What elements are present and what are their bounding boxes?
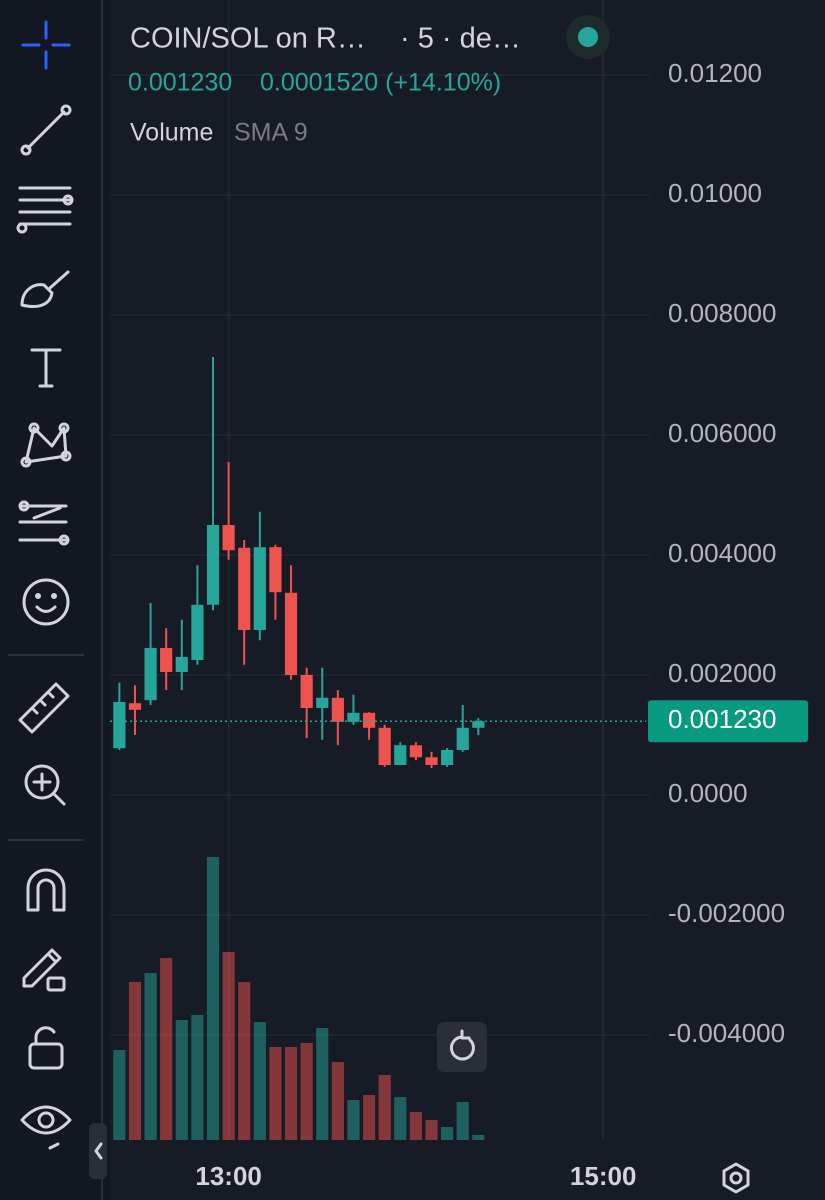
volume-bar	[331, 1062, 344, 1140]
magnet-tool[interactable]	[26, 868, 66, 912]
volume-bar	[253, 1022, 266, 1140]
settings-icon	[729, 1171, 743, 1185]
candle-body	[394, 745, 407, 765]
volume-bar	[113, 1050, 126, 1140]
candle-body	[253, 547, 266, 630]
candle-body	[128, 703, 142, 710]
y-tick-label: 0.008000	[668, 298, 776, 328]
drawing-toolbar	[8, 20, 84, 1150]
emoji-tool[interactable]	[22, 578, 70, 626]
interval[interactable]: · 5 · de…	[400, 23, 521, 55]
last-price-label: 0.001230	[668, 704, 776, 734]
volume-bar	[144, 973, 157, 1140]
volume-bar	[238, 982, 251, 1140]
text-tool[interactable]	[30, 348, 62, 388]
ruler-tool[interactable]	[18, 682, 70, 734]
candle-body	[113, 702, 126, 749]
candle-body	[472, 721, 485, 728]
y-tick-label: -0.004000	[668, 1018, 785, 1048]
y-tick-label: 0.006000	[668, 418, 776, 448]
volume-bar	[284, 1047, 298, 1140]
y-tick-label: 0.01000	[668, 178, 762, 208]
x-tick-label: 15:00	[570, 1161, 637, 1191]
candle-body	[238, 547, 251, 630]
y-tick-label: -0.002000	[668, 898, 785, 928]
y-tick-label: 0.01200	[668, 58, 762, 88]
volume-bar	[269, 1047, 282, 1140]
candle-body	[441, 750, 454, 765]
volume-bar	[378, 1075, 391, 1140]
volume-bar	[425, 1120, 438, 1140]
candle-body	[144, 648, 157, 701]
volume-bar	[472, 1135, 485, 1140]
toolbar-toggle-icon	[94, 1142, 103, 1160]
candle-body	[409, 745, 422, 758]
zoom-tool[interactable]	[24, 764, 66, 806]
trend-line-tool[interactable]	[20, 104, 72, 156]
volume-bar	[394, 1097, 407, 1140]
volume-study[interactable]: SMA 9	[234, 119, 308, 147]
x-tick-label: 13:00	[195, 1161, 262, 1191]
y-tick-label: 0.004000	[668, 538, 776, 568]
legend-change: 0.0001520 (+14.10%)	[260, 69, 501, 97]
volume-bar	[441, 1127, 454, 1140]
market-status-dot	[578, 27, 598, 47]
crosshair-tool[interactable]	[21, 20, 71, 70]
pattern-tool[interactable]	[20, 422, 72, 468]
volume-bar	[191, 1015, 204, 1140]
volume-bar	[160, 958, 173, 1140]
candle-body	[160, 648, 173, 672]
candle-body	[222, 525, 235, 551]
brush-tool[interactable]	[20, 270, 70, 308]
candle-body	[191, 604, 204, 660]
candle-body	[456, 727, 469, 750]
candle-body	[316, 697, 329, 708]
plot: 0.01200 0.01000 0.008000 0.006000 0.004000 0.…	[110, 0, 808, 1191]
toolbar-toggle[interactable]	[89, 1123, 107, 1179]
volume-bar	[128, 982, 142, 1140]
reset-icon	[449, 1029, 475, 1061]
volume-bar	[316, 1028, 329, 1140]
volume-bar	[347, 1100, 360, 1140]
volume-bar	[409, 1112, 422, 1140]
volume-bar	[222, 952, 235, 1140]
candle-body	[269, 547, 282, 593]
symbol-title[interactable]: COIN/SOL on R…	[130, 23, 366, 55]
visibility-tool[interactable]	[20, 1105, 72, 1150]
fib-tool[interactable]	[16, 186, 74, 234]
volume-legend[interactable]: Volume	[130, 119, 213, 147]
volume-bar	[300, 1043, 313, 1140]
forecast-tool[interactable]	[18, 500, 70, 546]
y-tick-label: 0.002000	[668, 658, 776, 688]
volume-bar	[175, 1020, 188, 1140]
candle-body	[378, 727, 391, 765]
last-price-badge	[648, 700, 808, 743]
lock-tool[interactable]	[28, 1026, 64, 1070]
candle-body	[425, 757, 438, 765]
candle-body	[347, 712, 360, 722]
candle-body	[284, 592, 298, 675]
settings-button[interactable]	[722, 1162, 750, 1194]
y-tick-label: 0.0000	[668, 778, 748, 808]
candle-body	[362, 712, 376, 728]
candle-body	[331, 697, 344, 722]
reset-chart-button[interactable]	[437, 1022, 487, 1072]
legend-close: 0.001230	[128, 69, 232, 97]
candle-body	[300, 675, 313, 708]
volume-bar	[206, 857, 220, 1140]
lock-drawings-tool[interactable]	[22, 948, 66, 992]
volume-bar	[362, 1095, 376, 1140]
candle-body	[175, 657, 188, 672]
volume-bar	[456, 1102, 469, 1140]
candle-body	[206, 525, 220, 605]
